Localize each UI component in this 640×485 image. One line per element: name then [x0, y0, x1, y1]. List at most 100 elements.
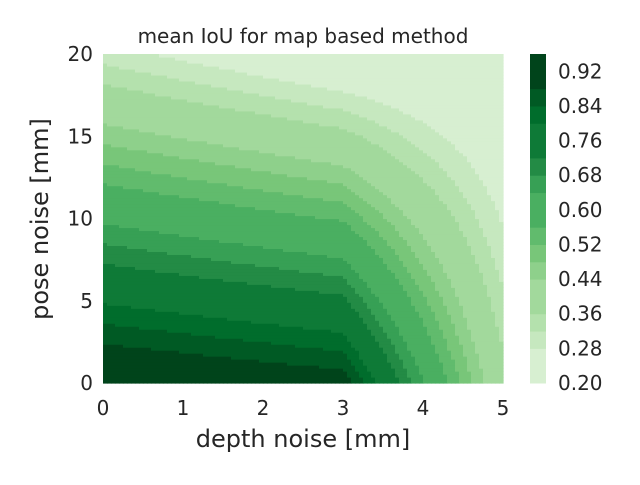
contour-cell [175, 266, 180, 270]
contour-cell [147, 125, 152, 130]
contour-cell [139, 209, 144, 214]
contour-cell [263, 56, 268, 61]
contour-cell [163, 62, 168, 67]
contour-cell [235, 83, 240, 88]
contour-cell [267, 323, 272, 327]
contour-cell [279, 377, 284, 381]
contour-cell [159, 365, 164, 369]
contour-cell [223, 299, 228, 303]
contour-cell [259, 209, 264, 214]
contour-cell [175, 236, 180, 241]
contour-cell [207, 293, 212, 297]
contour-cell [239, 230, 244, 235]
contour-cell [123, 54, 128, 58]
contour-cell [179, 218, 184, 223]
contour-cell [171, 98, 176, 103]
contour-cell [267, 62, 272, 67]
contour-cell [167, 275, 172, 279]
contour-cell [247, 212, 252, 217]
contour-cell [191, 281, 196, 285]
contour-cell [123, 224, 128, 229]
contour-cell [247, 329, 252, 333]
contour-cell [159, 56, 164, 61]
contour-cell [275, 170, 280, 175]
contour-cell [139, 68, 144, 73]
contour-cell [123, 98, 128, 103]
contour-cell [151, 203, 156, 208]
contour-cell [255, 368, 260, 372]
contour-cell [195, 254, 200, 258]
contour-cell [211, 149, 216, 154]
contour-cell [263, 338, 268, 342]
contour-cell [131, 209, 136, 214]
contour-cell [171, 356, 176, 360]
contour-cell [127, 212, 132, 217]
contour-cell [195, 83, 200, 88]
contour-cell [139, 65, 144, 70]
contour-cell [107, 284, 112, 288]
contour-cell [203, 86, 208, 91]
contour-cell [203, 263, 208, 267]
contour-cell [279, 380, 284, 384]
contour-cell [239, 347, 244, 351]
contour-cell [147, 266, 152, 270]
contour-cell [255, 248, 260, 252]
contour-cell [143, 101, 148, 106]
contour-cell [131, 80, 136, 85]
contour-cell [231, 143, 236, 148]
contour-cell [191, 320, 196, 324]
contour-cell [159, 110, 164, 115]
contour-cell [147, 380, 152, 384]
contour-cell [151, 245, 156, 250]
contour-cell [223, 194, 228, 199]
contour-cell [267, 236, 272, 241]
contour-cell [231, 230, 236, 235]
contour-cell [131, 227, 136, 232]
contour-cell [227, 200, 232, 205]
contour-cell [227, 54, 232, 58]
contour-cell [235, 248, 240, 252]
contour-cell [171, 281, 176, 285]
contour-cell [111, 233, 116, 238]
contour-cell [271, 350, 276, 354]
contour-cell [103, 227, 108, 232]
contour-cell [135, 347, 140, 351]
contour-cell [271, 200, 276, 205]
contour-cell [243, 254, 248, 258]
contour-cell [207, 158, 212, 163]
contour-cell [131, 224, 136, 229]
contour-cell [211, 80, 216, 85]
contour-cell [167, 161, 172, 166]
contour-cell [171, 206, 176, 211]
contour-cell [195, 86, 200, 91]
contour-cell [187, 182, 192, 187]
contour-cell [223, 83, 228, 88]
contour-cell [187, 164, 192, 169]
contour-cell [191, 341, 196, 345]
contour-cell [211, 278, 216, 282]
contour-cell [167, 179, 172, 184]
contour-cell [251, 260, 256, 264]
contour-cell [239, 227, 244, 232]
contour-cell [255, 134, 260, 139]
contour-cell [243, 236, 248, 241]
contour-cell [115, 83, 120, 88]
contour-cell [159, 290, 164, 294]
contour-cell [123, 341, 128, 345]
contour-cell [159, 128, 164, 133]
contour-cell [207, 299, 212, 303]
contour-cell [167, 71, 172, 76]
contour-cell [207, 101, 212, 106]
contour-cell [199, 89, 204, 94]
contour-cell [255, 221, 260, 226]
contour-cell [259, 359, 264, 363]
contour-cell [239, 215, 244, 220]
contour-cell [223, 326, 228, 330]
contour-cell [255, 152, 260, 157]
contour-cell [171, 344, 176, 348]
contour-cell [103, 350, 108, 354]
contour-cell [127, 356, 132, 360]
contour-cell [255, 54, 260, 58]
contour-cell [179, 161, 184, 166]
contour-cell [243, 140, 248, 145]
